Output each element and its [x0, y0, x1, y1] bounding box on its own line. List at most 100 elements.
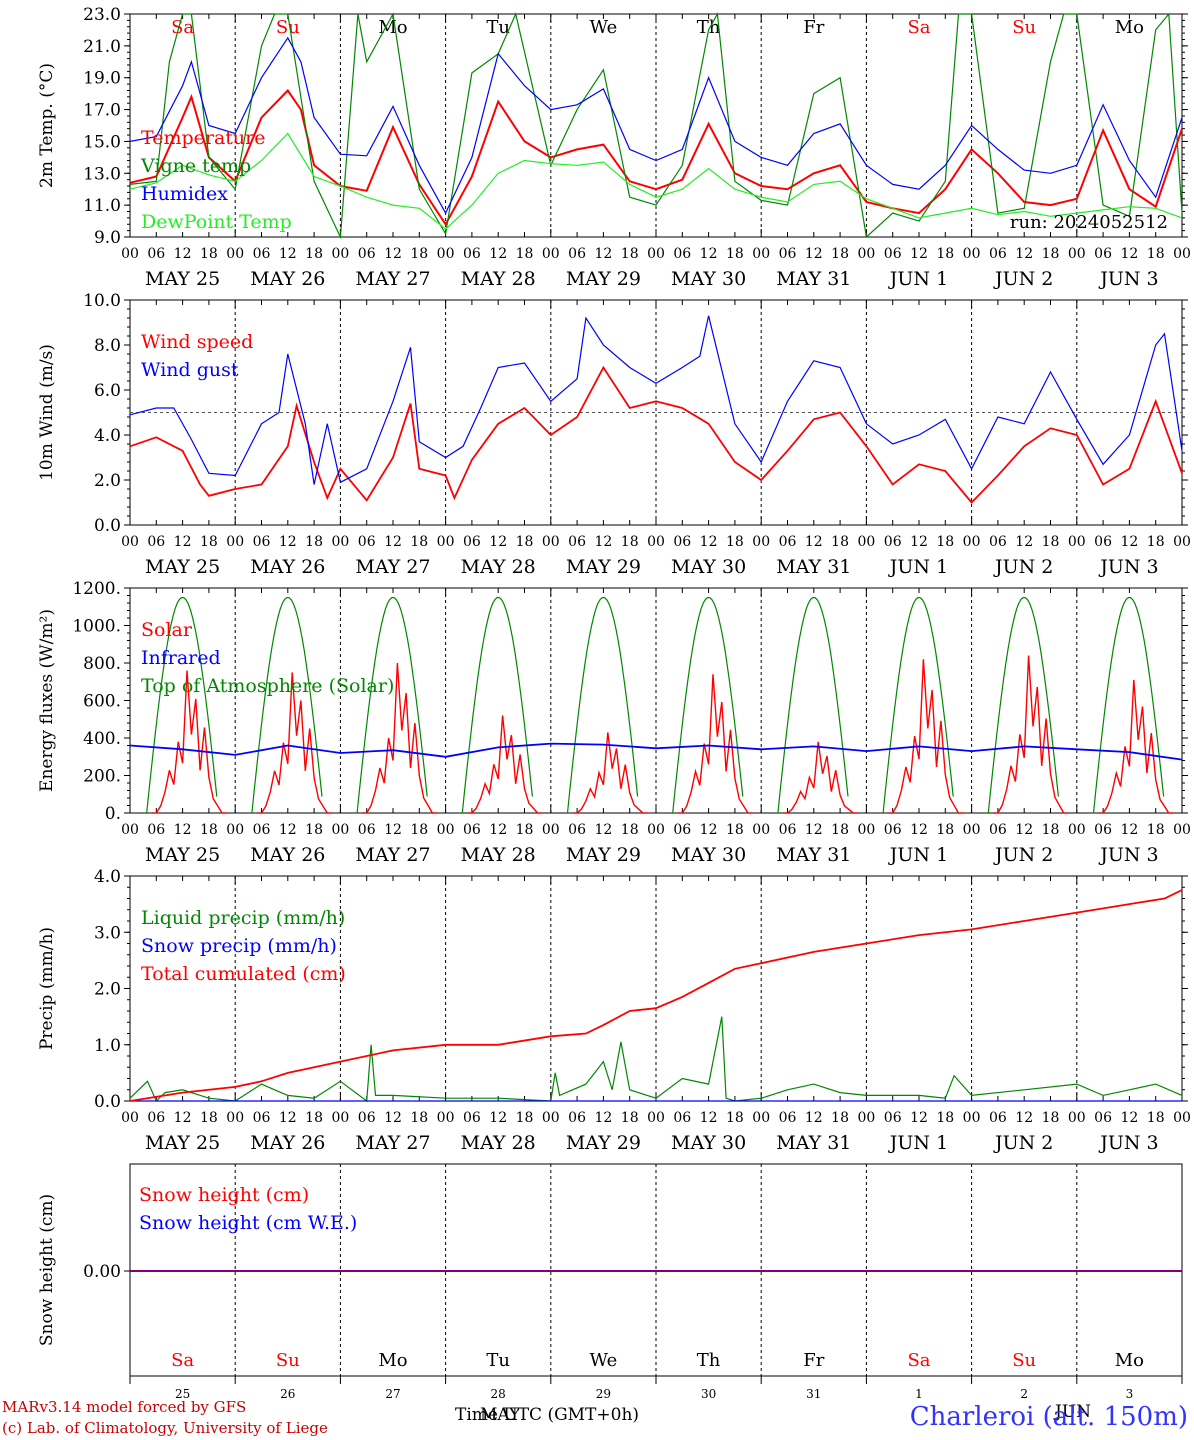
x-tick-label: 18 [936, 246, 954, 262]
x-tick-label: 18 [200, 822, 218, 838]
x-tick-label: 12 [700, 822, 718, 838]
legend-entry: Wind gust [141, 359, 239, 381]
x-tick-label: 00 [542, 246, 560, 262]
x-tick-label: 00 [647, 246, 665, 262]
x-tick-label: 00 [857, 1110, 875, 1126]
panel-frame [129, 587, 1183, 814]
x-tick-label: 00 [331, 534, 349, 550]
legend-entry: Top of Atmosphere (Solar) [141, 675, 394, 697]
x-tick-label: 00 [857, 246, 875, 262]
x-tick-label: 18 [305, 534, 323, 550]
series-line-liquid-precip-mm-h- [129, 1016, 1183, 1103]
x-tick-label: 12 [174, 246, 192, 262]
x-tick-label: 18 [726, 246, 744, 262]
x-date-label: MAY 29 [566, 844, 641, 866]
x-tick-label: 18 [1042, 534, 1060, 550]
x-tick-label: 00 [226, 246, 244, 262]
x-date-label: MAY 25 [145, 844, 220, 866]
y-tick-label: 23.0 [83, 5, 121, 25]
y-tick-label: 3.0 [94, 923, 121, 943]
weekday-label: Th [697, 1350, 721, 1371]
x-tick-label: 00 [752, 534, 770, 550]
weekday-label: Sa [171, 1350, 194, 1371]
credit-lab: (c) Lab. of Climatology, University of L… [2, 1419, 328, 1437]
y-tick-label: 10.0 [83, 291, 121, 311]
y-tick-label: 200. [83, 767, 121, 787]
x-tick-label: 12 [805, 1110, 823, 1126]
x-tick-label: 12 [489, 534, 507, 550]
x-date-label: MAY 28 [461, 268, 536, 290]
x-tick-label: 00 [1173, 1110, 1191, 1126]
x-tick-label: 06 [673, 1110, 691, 1126]
x-date-label: MAY 25 [145, 268, 220, 290]
x-tick-label: 06 [147, 822, 165, 838]
x-date-label: MAY 26 [250, 844, 325, 866]
x-tick-label: 00 [542, 534, 560, 550]
x-tick-label: 12 [279, 1110, 297, 1126]
x-tick-label: 12 [700, 534, 718, 550]
day-number-label: 26 [280, 1387, 295, 1401]
x-tick-label: 12 [1015, 822, 1033, 838]
x-tick-label: 12 [489, 822, 507, 838]
x-tick-label: 00 [121, 822, 139, 838]
x-tick-label: 00 [1068, 246, 1086, 262]
x-date-label: MAY 26 [250, 268, 325, 290]
x-tick-label: 06 [779, 534, 797, 550]
x-tick-label: 18 [200, 534, 218, 550]
legend-entry: Snow height (cm) [139, 1184, 309, 1206]
x-tick-label: 12 [1120, 534, 1138, 550]
y-axis-label: Precip (mm/h) [37, 927, 57, 1050]
x-tick-label: 12 [174, 1110, 192, 1126]
y-tick-label: 21.0 [83, 37, 121, 57]
time-axis-month-jun: JUN [1055, 1402, 1092, 1422]
weekday-label: Sa [907, 1350, 930, 1371]
x-tick-label: 18 [936, 1110, 954, 1126]
x-tick-label: 18 [831, 246, 849, 262]
x-tick-label: 12 [594, 246, 612, 262]
x-tick-label: 06 [884, 1110, 902, 1126]
x-tick-label: 18 [516, 534, 534, 550]
x-tick-label: 06 [253, 1110, 271, 1126]
x-date-label: JUN 3 [1098, 844, 1158, 866]
x-date-label: MAY 27 [355, 844, 430, 866]
x-tick-label: 18 [516, 1110, 534, 1126]
day-number-label: 31 [806, 1387, 821, 1401]
x-tick-label: 12 [594, 534, 612, 550]
x-tick-label: 18 [1042, 822, 1060, 838]
series-line-wind-speed [129, 365, 1183, 504]
x-date-label: MAY 26 [250, 556, 325, 578]
x-date-label: MAY 26 [250, 1132, 325, 1154]
x-tick-label: 12 [174, 534, 192, 550]
x-tick-label: 00 [752, 246, 770, 262]
x-tick-label: 06 [253, 246, 271, 262]
x-tick-label: 06 [358, 1110, 376, 1126]
x-tick-label: 06 [884, 822, 902, 838]
weekday-label: Sa [907, 17, 930, 38]
x-tick-label: 12 [1120, 822, 1138, 838]
x-tick-label: 12 [489, 1110, 507, 1126]
x-tick-label: 06 [1094, 822, 1112, 838]
day-number-label: 1 [915, 1387, 923, 1401]
weekday-label: Mo [1115, 1350, 1144, 1371]
x-tick-label: 06 [989, 534, 1007, 550]
legend-entry: Infrared [141, 647, 221, 669]
x-tick-label: 18 [621, 246, 639, 262]
x-tick-label: 12 [384, 246, 402, 262]
y-axis-label: 2m Temp. (°C) [37, 63, 57, 188]
x-tick-label: 06 [463, 534, 481, 550]
x-date-label: JUN 2 [993, 844, 1053, 866]
x-date-label: MAY 29 [566, 1132, 641, 1154]
y-tick-label: 19.0 [83, 69, 121, 89]
x-tick-label: 00 [331, 822, 349, 838]
x-tick-label: 12 [805, 246, 823, 262]
x-tick-label: 12 [1015, 246, 1033, 262]
x-tick-label: 06 [358, 822, 376, 838]
x-tick-label: 06 [884, 534, 902, 550]
x-tick-label: 18 [410, 1110, 428, 1126]
x-tick-label: 18 [516, 822, 534, 838]
x-date-label: MAY 29 [566, 556, 641, 578]
day-number-label: 27 [385, 1387, 400, 1401]
x-tick-label: 12 [1120, 1110, 1138, 1126]
x-tick-label: 06 [884, 246, 902, 262]
